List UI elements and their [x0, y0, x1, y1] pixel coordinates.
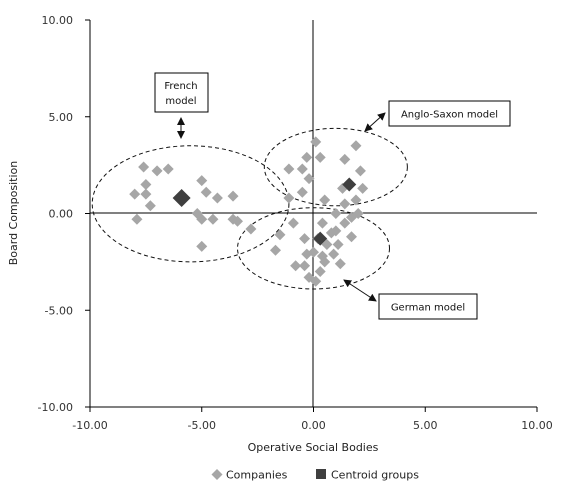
cluster-ellipse-anglo-saxon-model [263, 127, 408, 207]
company-point [299, 233, 311, 245]
company-point [211, 192, 223, 204]
x-tick-label: 10.00 [521, 419, 553, 432]
cluster-annotations: French model Anglo-Saxon model German mo… [154, 72, 511, 320]
y-tick-label: 10.00 [42, 14, 74, 27]
centroid-point [342, 177, 357, 192]
legend-swatch-companies [211, 469, 223, 480]
centroid-point [313, 231, 328, 246]
company-point [129, 188, 141, 200]
company-point [308, 246, 319, 258]
company-point [196, 213, 208, 225]
data-points [129, 136, 369, 287]
company-point [334, 258, 346, 270]
company-point [325, 227, 337, 239]
annotation-arrow [364, 112, 386, 132]
company-point [310, 275, 322, 287]
company-point [162, 163, 174, 175]
company-point [350, 140, 362, 152]
annotation-anglo-saxon-model: Anglo-Saxon model [364, 100, 511, 132]
company-point [287, 217, 299, 229]
company-point [196, 240, 208, 252]
company-point [283, 163, 295, 175]
company-point [328, 248, 340, 260]
y-tick-label: 0.00 [49, 208, 74, 221]
company-point [290, 260, 302, 272]
y-tick-label: 5.00 [49, 111, 74, 124]
company-point [131, 213, 143, 225]
company-point [321, 238, 333, 250]
annotation-box [378, 293, 478, 320]
company-point [319, 194, 331, 206]
company-point [232, 215, 244, 227]
company-point [314, 266, 326, 278]
annotation-french-model: French model [154, 72, 209, 139]
company-point [301, 248, 313, 260]
company-point [283, 192, 295, 204]
company-point [339, 217, 351, 229]
company-point [332, 238, 344, 250]
company-point [140, 178, 152, 190]
company-point [270, 244, 282, 256]
cluster-ellipses [91, 127, 408, 290]
x-tick-label: 0.00 [301, 419, 326, 432]
centroid-point [172, 189, 191, 208]
company-point [330, 208, 342, 219]
company-point [339, 198, 351, 210]
y-tick-label: -5.00 [45, 304, 73, 317]
company-point [144, 200, 156, 212]
company-point [138, 161, 150, 173]
company-point [200, 186, 212, 198]
annotation-text-line: Anglo-Saxon model [401, 110, 498, 121]
y-axis-title: Board Composition [7, 161, 20, 266]
axis-ticks: -10.00 -5.00 0.00 5.00 10.00 10.00 5.00 0.00 -5.… [38, 14, 553, 432]
company-point [301, 151, 313, 163]
company-point [227, 190, 239, 202]
company-point [245, 223, 257, 235]
company-point [357, 182, 369, 194]
company-point [274, 229, 286, 241]
legend-label-companies: Companies [226, 469, 288, 482]
company-point [316, 217, 328, 229]
annotation-text-line: German model [391, 303, 465, 314]
company-point [314, 151, 326, 163]
legend-label-centroid-groups: Centroid groups [331, 469, 419, 482]
x-tick-label: -5.00 [188, 419, 216, 432]
annotation-german-model: German model [343, 279, 478, 320]
company-point [140, 188, 152, 200]
y-tick-label: -10.00 [38, 401, 73, 414]
annotation-box [388, 100, 511, 127]
company-point [310, 136, 322, 148]
annotation-arrow [343, 279, 377, 302]
company-point [296, 163, 308, 175]
annotation-text-line: model [165, 96, 196, 107]
company-point [151, 165, 163, 177]
legend-swatch-centroid-groups [316, 469, 326, 479]
annotation-text-line: French [164, 81, 197, 92]
company-point [207, 213, 219, 225]
company-point [319, 256, 331, 268]
company-point [350, 194, 362, 206]
cluster-ellipse-german-model [237, 207, 390, 290]
company-point [196, 175, 208, 187]
company-point [339, 153, 351, 165]
x-tick-label: -10.00 [72, 419, 107, 432]
annotation-box [154, 72, 209, 113]
legend: Companies Centroid groups [211, 469, 419, 482]
company-point [296, 186, 308, 198]
x-axis-title: Operative Social Bodies [248, 441, 379, 454]
company-point [352, 208, 364, 219]
x-tick-label: 5.00 [413, 419, 438, 432]
company-point [345, 231, 357, 243]
company-point [303, 173, 315, 185]
company-point [299, 260, 311, 272]
cluster-ellipse-french-model [91, 145, 290, 263]
company-point [354, 165, 366, 177]
